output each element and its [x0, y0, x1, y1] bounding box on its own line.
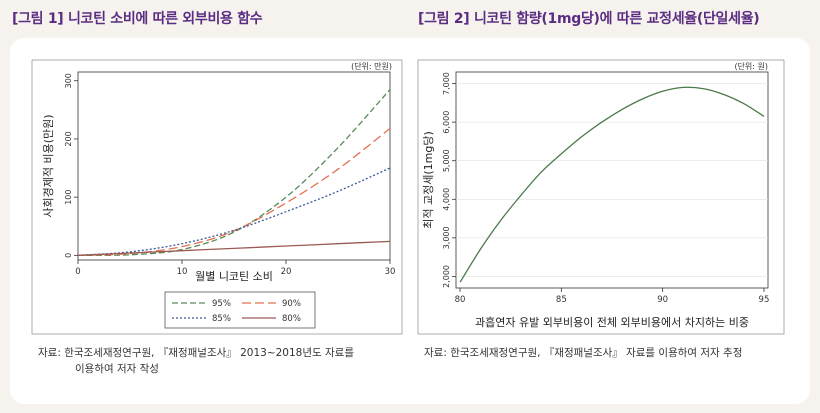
chart-1-series-line-95pct	[77, 89, 391, 256]
chart-1-unit-note: (단위: 만원)	[351, 61, 392, 71]
chart-1-y-tick-label: 0	[64, 253, 73, 258]
chart-1-legend-label: 80%	[282, 314, 301, 324]
chart-1-y-tick-label: 100	[64, 189, 73, 204]
chart-1-series-line-85pct	[77, 167, 391, 256]
chart-1-x-tick-label: 0	[75, 267, 80, 277]
chart-1-x-tick-label: 30	[385, 267, 396, 277]
chart-1-legend-label: 95%	[212, 299, 231, 309]
chart-1-plot-area	[77, 71, 391, 261]
chart-1-y-tick-label: 200	[64, 131, 73, 146]
chart-1-source-line-1: 자료: 한국조세재정연구원, 『재정패널조사』 2013~2018년도 자료를	[38, 347, 354, 359]
chart-1-x-tick-label: 20	[281, 267, 292, 277]
chart-1-title: [그림 1] 니코틴 소비에 따른 외부비용 함수	[12, 11, 263, 27]
chart-1-y-axis-label: 사회경제적 비용(만원)	[42, 114, 55, 217]
chart-1-x-axis-label: 월별 니코틴 소비	[195, 270, 273, 283]
chart-1-y-tick-label: 300	[64, 73, 73, 88]
chart-1-legend	[164, 291, 316, 329]
chart-1-series-line-80pct	[77, 240, 391, 256]
chart-1-x-tick-label: 10	[177, 267, 188, 277]
chart-2-source: 자료: 한국조세재정연구원, 『재정패널조사』 자료를 이용하여 저자 추정	[424, 347, 743, 359]
chart-1-source-line-2: 이용하여 저자 작성	[75, 363, 159, 375]
chart-1-legend-label: 85%	[212, 314, 231, 324]
chart-2-title: [그림 2] 니코틴 함량(1mg당)에 따른 교정세율(단일세율)	[418, 11, 760, 27]
chart-1-legend-label: 90%	[282, 299, 301, 309]
